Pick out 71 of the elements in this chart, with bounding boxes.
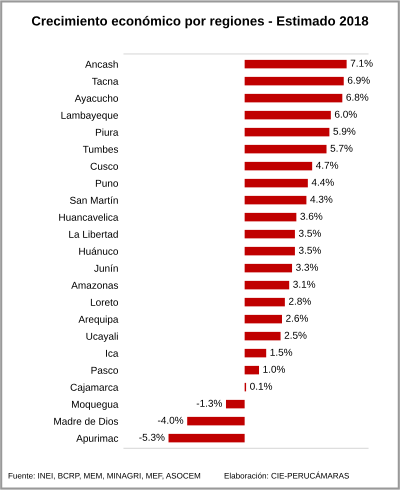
bar	[244, 348, 266, 358]
bar	[244, 366, 260, 374]
chart-title: Crecimiento económico por regiones - Estimado 2018	[32, 16, 368, 28]
bar	[244, 280, 290, 290]
y-tick-label: Apurimac	[76, 434, 118, 444]
data-label: 4.4%	[312, 178, 334, 186]
y-tick-label: Lambayeque	[61, 111, 118, 121]
y-tick-label: Junín	[94, 264, 118, 272]
data-label: 5.7%	[330, 144, 353, 152]
y-tick-label: Huancavelica	[59, 213, 118, 221]
bar	[244, 196, 306, 204]
data-label: 2.6%	[286, 314, 308, 322]
text: Elaboración: CIE-PERUCÁMARAS	[224, 472, 349, 479]
bar	[244, 178, 308, 188]
y-tick-label: Ancash	[85, 60, 118, 68]
bar	[244, 76, 344, 86]
bar	[187, 416, 245, 426]
y-tick-label: Ucayali	[86, 332, 118, 342]
data-label: 3.6%	[300, 212, 322, 220]
data-label: -4.0%	[158, 416, 184, 424]
data-label: 4.3%	[310, 196, 332, 203]
data-label: 1.5%	[270, 348, 292, 356]
bar	[226, 400, 245, 408]
bar	[244, 314, 282, 324]
y-tick-label: Huánuco	[79, 247, 118, 255]
y-tick-label: San Martín	[70, 196, 118, 204]
data-label: 3.5%	[298, 246, 321, 254]
bar	[244, 230, 295, 238]
bar	[244, 60, 347, 68]
y-tick-label: Piura	[96, 128, 118, 136]
bar	[244, 94, 342, 102]
bar	[244, 298, 285, 306]
y-tick-label: Madre de Dios	[54, 418, 118, 425]
bar	[244, 162, 312, 170]
data-label: 3.5%	[298, 230, 321, 237]
y-tick-label: Tacna	[92, 78, 118, 85]
data-label: 5.9%	[333, 128, 356, 135]
y-tick-label: Puno	[96, 180, 118, 187]
y-tick-label: Ayacucho	[74, 94, 118, 104]
bar	[244, 246, 295, 256]
data-label: 3.3%	[296, 264, 318, 271]
data-label: 3.1%	[293, 280, 316, 288]
bar	[244, 332, 281, 340]
source-note: Fuente: INEI, BCRP, MEM, MINAGRI, MEF, ASOCEM	[8, 472, 200, 480]
y-tick-label: Loreto	[90, 298, 118, 306]
data-label: -5.3%	[139, 434, 165, 441]
data-label: 6.0%	[334, 110, 357, 118]
bar	[244, 264, 292, 272]
y-tick-label: Pasco	[91, 366, 118, 374]
y-tick-label: Ica	[106, 350, 118, 357]
data-label: 4.7%	[316, 162, 338, 169]
y-tick-label: Amazonas	[71, 282, 118, 289]
data-label: 7.1%	[350, 60, 373, 67]
data-label: 6.9%	[348, 76, 370, 84]
y-tick-label: Cajamarca	[70, 384, 118, 393]
y-tick-label: Tumbes	[82, 145, 118, 153]
bar	[244, 128, 330, 136]
data-label: 6.8%	[346, 94, 368, 101]
data-label: 1.0%	[263, 366, 286, 373]
y-tick-label: La Libertad	[69, 230, 118, 238]
data-label: 0.1%	[250, 382, 272, 390]
data-label: 2.5%	[284, 332, 307, 339]
y-tick-label: Moquegua	[72, 400, 118, 410]
bar	[244, 110, 331, 120]
data-label: -1.3%	[196, 400, 222, 407]
data-label: 2.8%	[288, 298, 311, 305]
bar	[244, 212, 296, 222]
y-tick-label: Arequipa	[78, 316, 118, 325]
bar	[168, 434, 245, 442]
y-tick-label: Cusco	[90, 162, 118, 170]
bar	[244, 144, 327, 154]
